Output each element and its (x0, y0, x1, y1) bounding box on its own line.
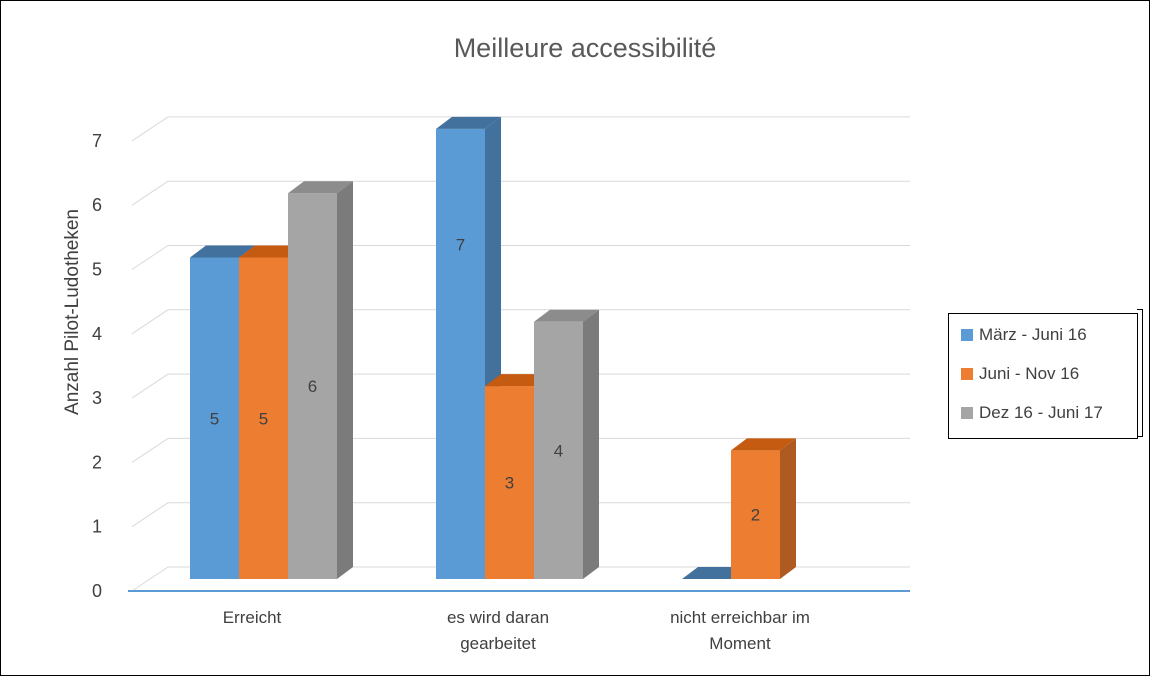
legend-swatch-series-1 (961, 329, 973, 341)
x-category-label: Moment (709, 634, 771, 653)
legend-swatch-series-3 (961, 407, 973, 419)
data-label: 5 (259, 409, 268, 428)
bars (190, 116, 796, 580)
chart-title: Meilleure accessibilité (454, 33, 717, 63)
legend-item-series-2: Juni - Nov 16 (961, 363, 1079, 385)
x-category-label: Erreicht (223, 608, 282, 627)
bar-front (190, 257, 239, 579)
x-category-label: es wird daran (447, 608, 549, 627)
bar-top (731, 438, 796, 451)
gridline-diagonal (131, 502, 169, 528)
gridline-diagonal (131, 437, 169, 463)
y-axis-ticks: 0 1 2 3 4 5 6 7 (92, 131, 102, 601)
y-tick-label: 0 (92, 581, 102, 601)
y-tick-label: 2 (92, 452, 102, 472)
bar-top (190, 245, 255, 258)
bar-top (534, 309, 599, 322)
bar-side (780, 438, 796, 579)
gridline-diagonal (131, 566, 169, 592)
bar-side (583, 309, 599, 579)
legend-item-series-3: Dez 16 - Juni 17 (961, 402, 1103, 424)
bar-top (436, 116, 501, 129)
x-axis-categories: Erreicht es wird daran gearbeitet nicht err… (223, 608, 810, 653)
legend-shadow (1137, 309, 1143, 437)
data-label: 5 (210, 409, 219, 428)
bar-front (288, 193, 337, 579)
bar-front (731, 450, 780, 579)
bar-side (337, 181, 353, 579)
bar-top (239, 245, 304, 258)
gridline-diagonal (131, 309, 169, 335)
bar-front (534, 321, 583, 579)
gridline-diagonal (131, 373, 169, 399)
x-category-label: gearbeitet (460, 634, 536, 653)
gridline-diagonal (131, 245, 169, 270)
bar-top (485, 374, 550, 387)
data-label: 3 (505, 474, 514, 493)
legend-label-series-3: Dez 16 - Juni 17 (979, 403, 1103, 422)
legend-item-series-1: März - Juni 16 (961, 324, 1087, 346)
bar-top (682, 567, 747, 579)
bar-front (485, 386, 534, 579)
legend: März - Juni 16 Juni - Nov 16 Dez 16 - Ju… (948, 313, 1138, 439)
data-label: 2 (751, 506, 760, 525)
y-tick-label: 1 (92, 517, 102, 537)
legend-label-series-2: Juni - Nov 16 (979, 364, 1080, 383)
bar (682, 567, 747, 579)
legend-swatch-series-2 (961, 368, 973, 380)
legend-label-series-1: März - Juni 16 (979, 325, 1087, 344)
x-category-label: nicht erreichbar im (670, 608, 810, 627)
data-labels: 5 7 5 3 2 6 4 (210, 236, 760, 525)
y-tick-label: 5 (92, 260, 102, 280)
bar (731, 438, 796, 579)
bar-top (288, 181, 353, 194)
gridline-diagonal (131, 116, 169, 142)
y-tick-label: 3 (92, 388, 102, 408)
bar-front (239, 257, 288, 579)
data-label: 7 (456, 236, 465, 255)
data-label: 6 (308, 377, 317, 396)
y-tick-label: 7 (92, 131, 102, 151)
bar (288, 181, 353, 579)
y-tick-label: 4 (92, 324, 102, 344)
bar (534, 309, 599, 579)
y-tick-label: 6 (92, 195, 102, 215)
bar-front (436, 128, 485, 579)
data-label: 4 (554, 441, 563, 460)
gridline-diagonal (131, 180, 169, 206)
y-axis-label: Anzahl Pilot-Ludotheken (62, 209, 83, 415)
